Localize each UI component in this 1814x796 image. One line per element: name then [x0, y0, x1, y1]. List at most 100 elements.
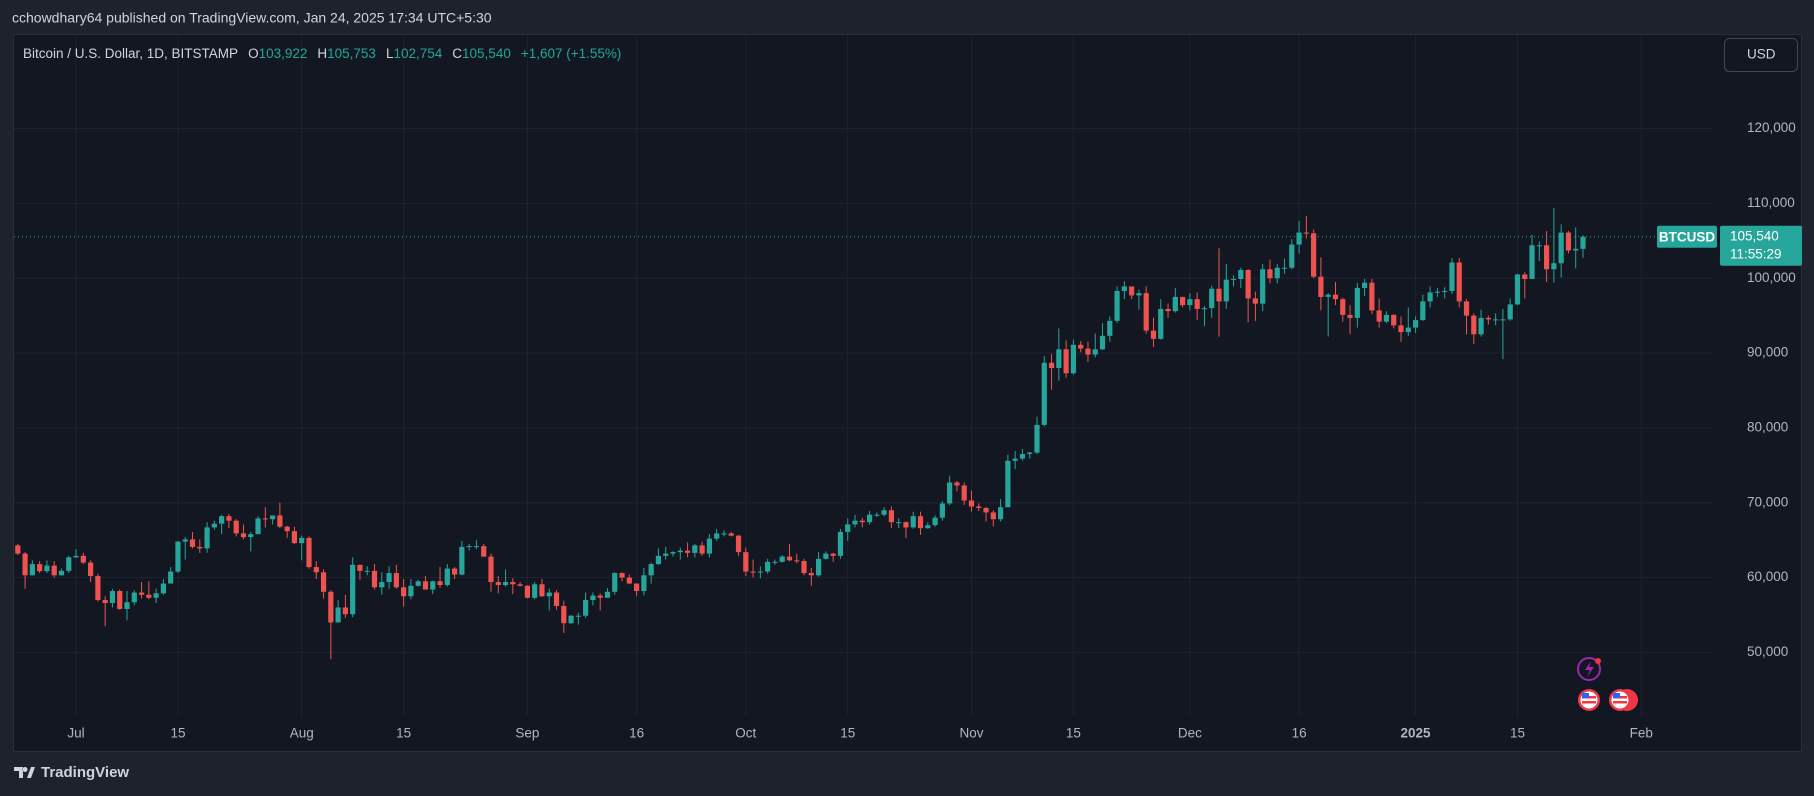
- candles: [15, 207, 1586, 660]
- candle-body: [1172, 296, 1178, 312]
- candle-body: [1121, 286, 1127, 291]
- candle-body: [743, 552, 749, 572]
- flag-canton: [1582, 693, 1589, 698]
- candle-body: [270, 515, 276, 520]
- candle-body: [779, 556, 785, 562]
- x-tick-label: 15: [840, 726, 855, 741]
- y-tick-label: 60,000: [1747, 569, 1788, 584]
- ohlc-value: 105,540: [462, 46, 511, 61]
- candle-body: [379, 582, 385, 588]
- logo-text: TradingView: [41, 764, 129, 781]
- flag-stripe: [1613, 701, 1627, 704]
- ohlc-key: H: [317, 46, 327, 61]
- candle-body: [714, 533, 720, 539]
- candle-body: [146, 594, 152, 598]
- candle-body: [502, 582, 509, 586]
- candle-body: [837, 531, 844, 556]
- x-tick-label: 15: [396, 726, 411, 741]
- candle-body: [925, 525, 931, 529]
- candle-body: [1529, 245, 1535, 279]
- candle-body: [44, 565, 50, 572]
- candle-body: [786, 556, 793, 561]
- candle-body: [634, 583, 640, 592]
- candle-body: [124, 602, 130, 609]
- candle-body: [1391, 314, 1397, 326]
- candle-body: [677, 550, 683, 553]
- candle-body: [58, 570, 65, 576]
- candle-body: [1340, 299, 1346, 315]
- candle-body: [1289, 244, 1295, 268]
- candle-body: [1194, 299, 1200, 309]
- candle-body: [830, 553, 836, 556]
- logo-mark: [14, 767, 35, 778]
- candle-body: [1347, 314, 1353, 318]
- candle-body: [757, 571, 763, 573]
- candle-body: [655, 555, 662, 565]
- candle-body: [990, 512, 996, 520]
- candle-body: [466, 546, 472, 548]
- candle-body: [648, 564, 654, 576]
- candle-body: [313, 567, 319, 573]
- candle-body: [342, 607, 348, 615]
- candle-body: [350, 564, 356, 615]
- candle-body: [1056, 349, 1062, 369]
- candle-body: [1311, 233, 1317, 277]
- candle-body: [1209, 288, 1215, 309]
- candle-body: [255, 518, 261, 535]
- candle-body: [495, 582, 501, 586]
- candle-body: [393, 573, 399, 588]
- candle-body: [153, 593, 159, 598]
- candle-body: [590, 595, 596, 601]
- candle-body: [1063, 349, 1069, 374]
- candle-body: [51, 565, 57, 576]
- candle-body: [881, 510, 887, 515]
- currency-button[interactable]: [1724, 38, 1798, 72]
- candle-body: [1456, 262, 1462, 302]
- candle-body: [968, 500, 975, 507]
- candle-body: [1019, 454, 1026, 459]
- candle-body: [1383, 314, 1390, 322]
- attribution: cchowdhary64 published on TradingView.co…: [12, 10, 492, 26]
- candle-body: [604, 591, 611, 598]
- candle-body: [401, 587, 407, 597]
- ohlc-key: L: [386, 46, 394, 61]
- candle-body: [1565, 232, 1572, 251]
- candle-body: [1143, 293, 1149, 331]
- candle-body: [233, 520, 239, 534]
- candle-body: [1522, 274, 1528, 279]
- candle-body: [1296, 232, 1302, 245]
- candle-body: [197, 546, 203, 549]
- candle-body: [1070, 344, 1076, 374]
- change: +1,607 (+1.55%): [521, 46, 622, 61]
- candle-body: [138, 592, 145, 595]
- candle-body: [1427, 292, 1433, 302]
- candle-body: [1376, 310, 1382, 322]
- candle-body: [692, 545, 698, 553]
- candle-body: [947, 482, 953, 504]
- candle-body: [517, 584, 523, 586]
- candle-body: [277, 515, 283, 527]
- candle-body: [1041, 362, 1047, 425]
- y-tick-label: 90,000: [1747, 345, 1788, 360]
- flag-canton: [1613, 693, 1620, 698]
- candle-body: [903, 522, 909, 528]
- candle-body: [1500, 319, 1506, 321]
- candle-body: [772, 561, 778, 563]
- candle-body: [1230, 278, 1237, 280]
- candle-body: [1027, 452, 1033, 455]
- candle-body: [182, 539, 188, 542]
- candle-body: [532, 584, 538, 598]
- symbol-tag-label: BTCUSD: [1659, 229, 1715, 244]
- candle-body: [1434, 291, 1440, 293]
- currency-label[interactable]: USD: [1747, 47, 1776, 62]
- candle-body: [1187, 299, 1193, 306]
- ohlc-value: 102,754: [393, 46, 442, 61]
- candle-body: [452, 568, 458, 575]
- x-tick-label: Aug: [290, 726, 314, 741]
- candle-body: [575, 615, 581, 617]
- candle-body: [1412, 320, 1419, 328]
- candle-body: [808, 573, 814, 576]
- candle-body: [168, 571, 174, 584]
- candle-body: [1158, 308, 1164, 339]
